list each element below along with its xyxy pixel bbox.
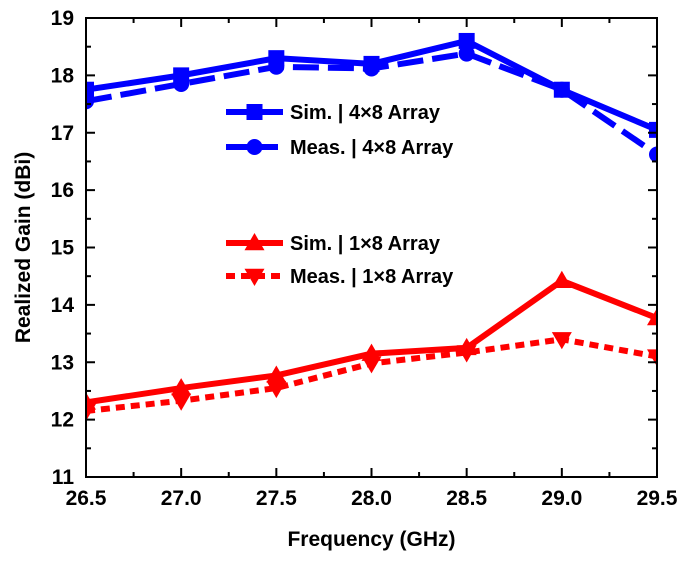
legend-swatch-marker: [246, 139, 263, 155]
y-tick-label: 11: [52, 466, 75, 489]
series-line-3: [86, 277, 657, 406]
axis-ticks: 26.5 27.0 27.5 28.0 28.5 29.0 29.5 11 12 13 14 15 16…: [51, 7, 678, 510]
legend-swatch-marker: [246, 104, 263, 120]
y-tick-label: 18: [51, 64, 75, 87]
data-point-s4-6: [551, 332, 572, 350]
legend-label: Meas. | 1×8 Array: [290, 266, 454, 288]
x-tick-label: 29.0: [541, 487, 582, 510]
legend-item-2: Meas. | 4×8 Array: [226, 137, 454, 159]
data-point-s1-5: [458, 32, 475, 49]
data-point-s2-6: [553, 81, 570, 98]
y-tick-label: 12: [51, 409, 74, 432]
x-tick-label: 27.5: [256, 487, 297, 510]
legend-label: Meas. | 4×8 Array: [290, 137, 454, 159]
data-point-s4-1: [86, 403, 96, 422]
y-tick-label: 15: [51, 237, 75, 260]
plot-markers: [86, 32, 657, 422]
data-point-s2-1: [86, 93, 94, 110]
data-point-s1-7: [649, 121, 657, 138]
legend: Sim. | 4×8 Array Meas. | 4×8 Array Sim. | …: [226, 102, 454, 288]
x-axis-title: Frequency (GHz): [287, 528, 455, 551]
legend-item-4: Meas. | 1×8 Array: [226, 266, 454, 288]
data-point-s4-5: [456, 345, 477, 363]
x-tick-label: 29.5: [637, 487, 678, 510]
data-point-s3-7: [647, 308, 657, 326]
legend-item-1: Sim. | 4×8 Array: [226, 102, 441, 124]
data-point-s2-5: [458, 45, 475, 62]
data-point-s4-2: [171, 393, 192, 411]
x-tick-label: 28.0: [351, 487, 392, 510]
y-tick-label: 17: [51, 122, 74, 145]
x-tick-label: 27.0: [161, 487, 202, 510]
y-tick-label: 19: [51, 7, 74, 30]
y-tick-label: 16: [51, 179, 74, 202]
data-point-s2-4: [363, 60, 380, 77]
y-axis-title: Realized Gain (dBi): [12, 152, 35, 343]
data-point-s3-6: [551, 270, 572, 288]
legend-swatch-marker: [244, 233, 265, 251]
y-tick-label: 13: [51, 351, 74, 374]
data-point-s3-2: [171, 378, 192, 396]
data-point-s4-7: [647, 349, 657, 367]
legend-item-3: Sim. | 1×8 Array: [226, 233, 441, 255]
legend-label: Sim. | 4×8 Array: [290, 102, 441, 124]
data-point-s2-3: [268, 58, 285, 75]
data-point-s2-2: [173, 75, 190, 92]
data-point-s2-7: [649, 146, 657, 163]
x-tick-label: 26.5: [66, 487, 107, 510]
x-tick-label: 28.5: [446, 487, 487, 510]
y-tick-label: 14: [51, 294, 75, 317]
data-point-s1-1: [86, 81, 94, 98]
data-point-s3-3: [266, 365, 287, 383]
data-point-s4-3: [266, 380, 287, 399]
legend-label: Sim. | 1×8 Array: [290, 233, 441, 255]
legend-swatch-marker: [244, 268, 265, 286]
data-point-s4-4: [361, 356, 382, 374]
